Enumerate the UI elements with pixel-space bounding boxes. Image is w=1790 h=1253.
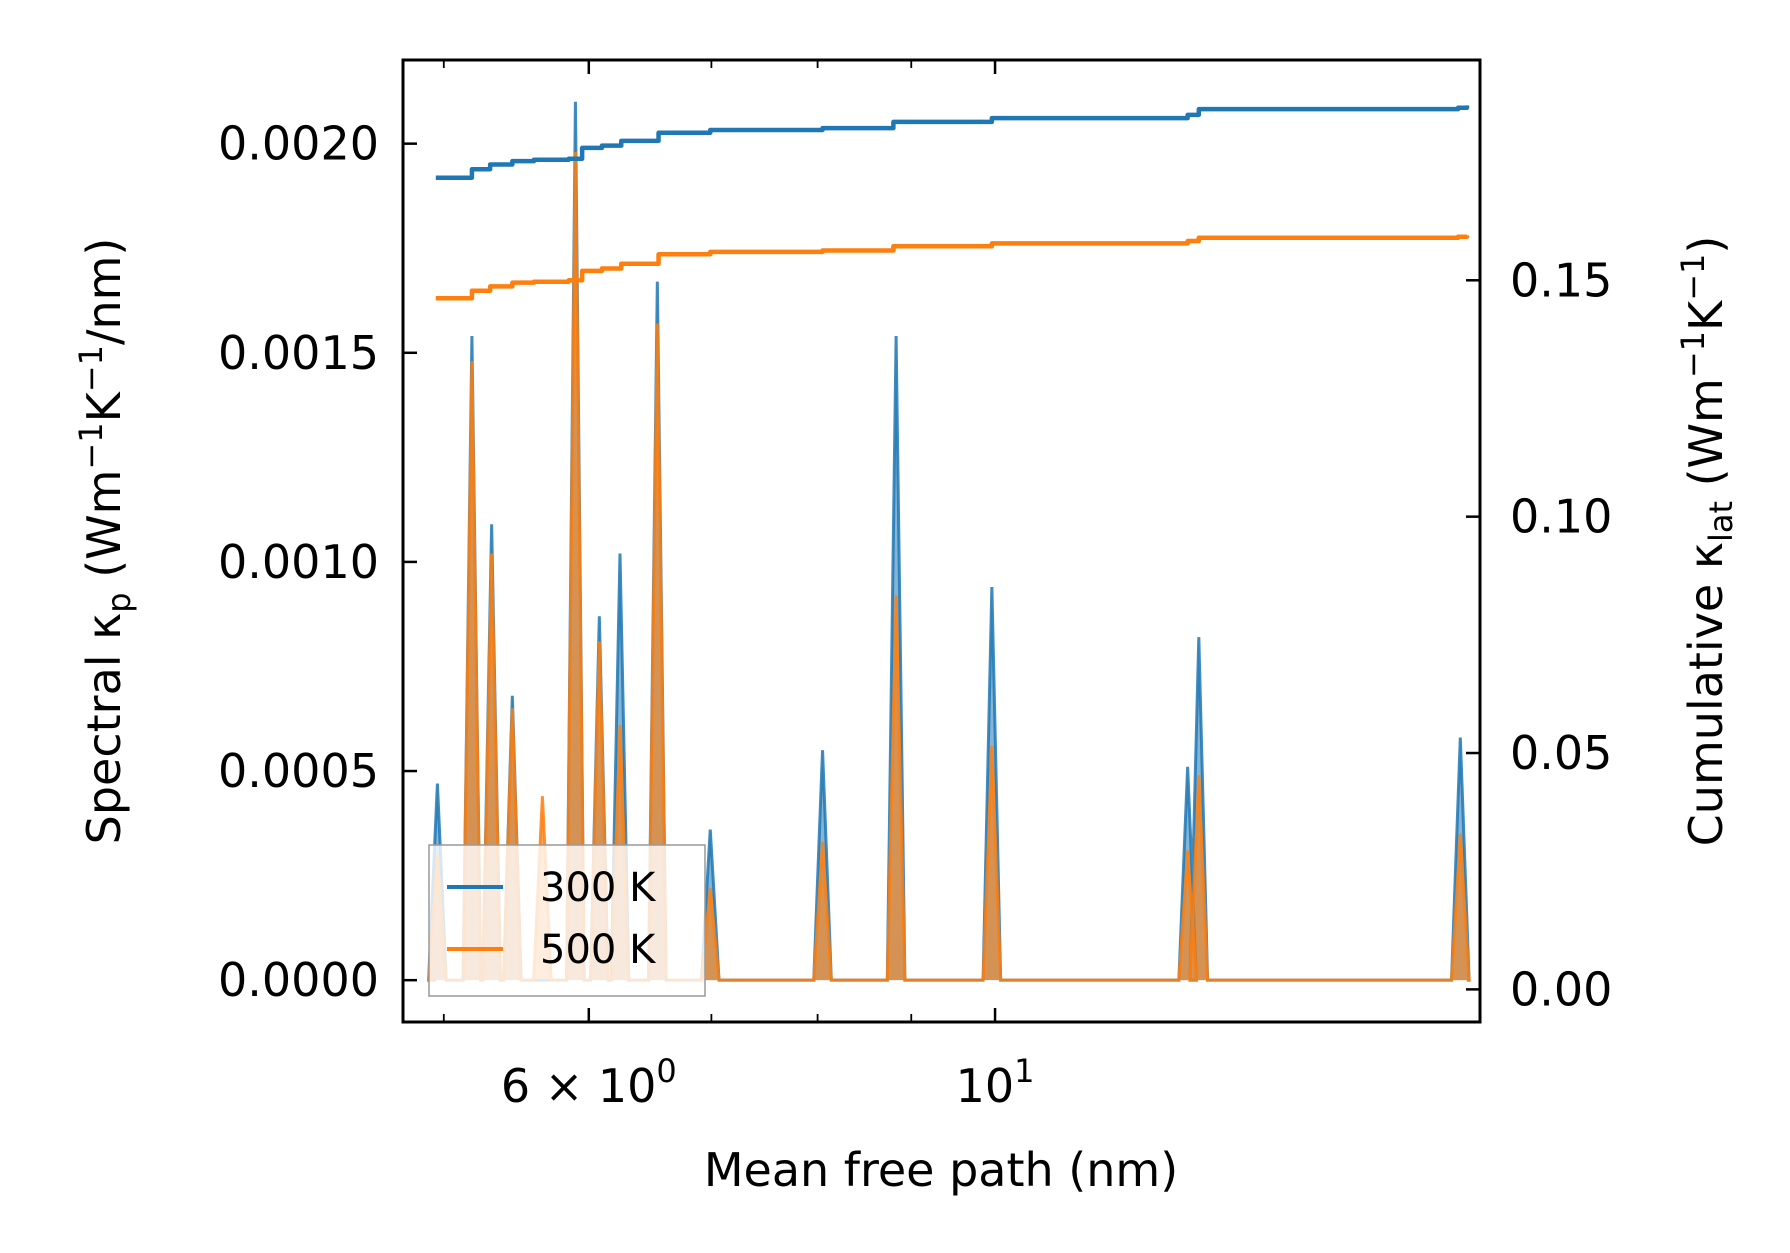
cumulative-line-500k [435, 234, 1470, 301]
right-y-tick-label: 0.00 [1510, 962, 1612, 1016]
ticks-layer: 0.0000 0.0005 0.0010 0.0015 0.0020 0.00 0.05 0.… [218, 60, 1612, 1113]
cumulative-line-300k [435, 105, 1470, 180]
plot-frame [401, 58, 1482, 1024]
legend: 300 K 500 K [428, 844, 706, 997]
x-tick-label: 101 [956, 1052, 1035, 1113]
left-y-tick-label: 0.0015 [218, 326, 379, 380]
right-y-axis-label: Cumulative κlat (Wm−1K−1) [1674, 236, 1740, 847]
left-y-axis-label: Spectral κp (Wm−1K−1/nm) [72, 238, 138, 845]
x-axis-label: Mean free path (nm) [704, 1143, 1178, 1197]
legend-box [428, 844, 706, 997]
left-y-tick-label: 0.0010 [218, 535, 379, 589]
legend-label-300k: 300 K [540, 865, 657, 911]
left-y-tick-label: 0.0000 [218, 953, 379, 1007]
legend-label-500k: 500 K [540, 927, 657, 973]
right-y-tick-label: 0.10 [1510, 490, 1612, 544]
left-y-tick-label: 0.0020 [218, 117, 379, 171]
right-y-tick-label: 0.05 [1510, 726, 1612, 780]
right-y-tick-label: 0.15 [1510, 253, 1612, 307]
left-y-tick-label: 0.0005 [218, 744, 379, 798]
x-tick-label: 6 × 100 [501, 1052, 677, 1113]
cumulative-series-layer [435, 105, 1470, 301]
